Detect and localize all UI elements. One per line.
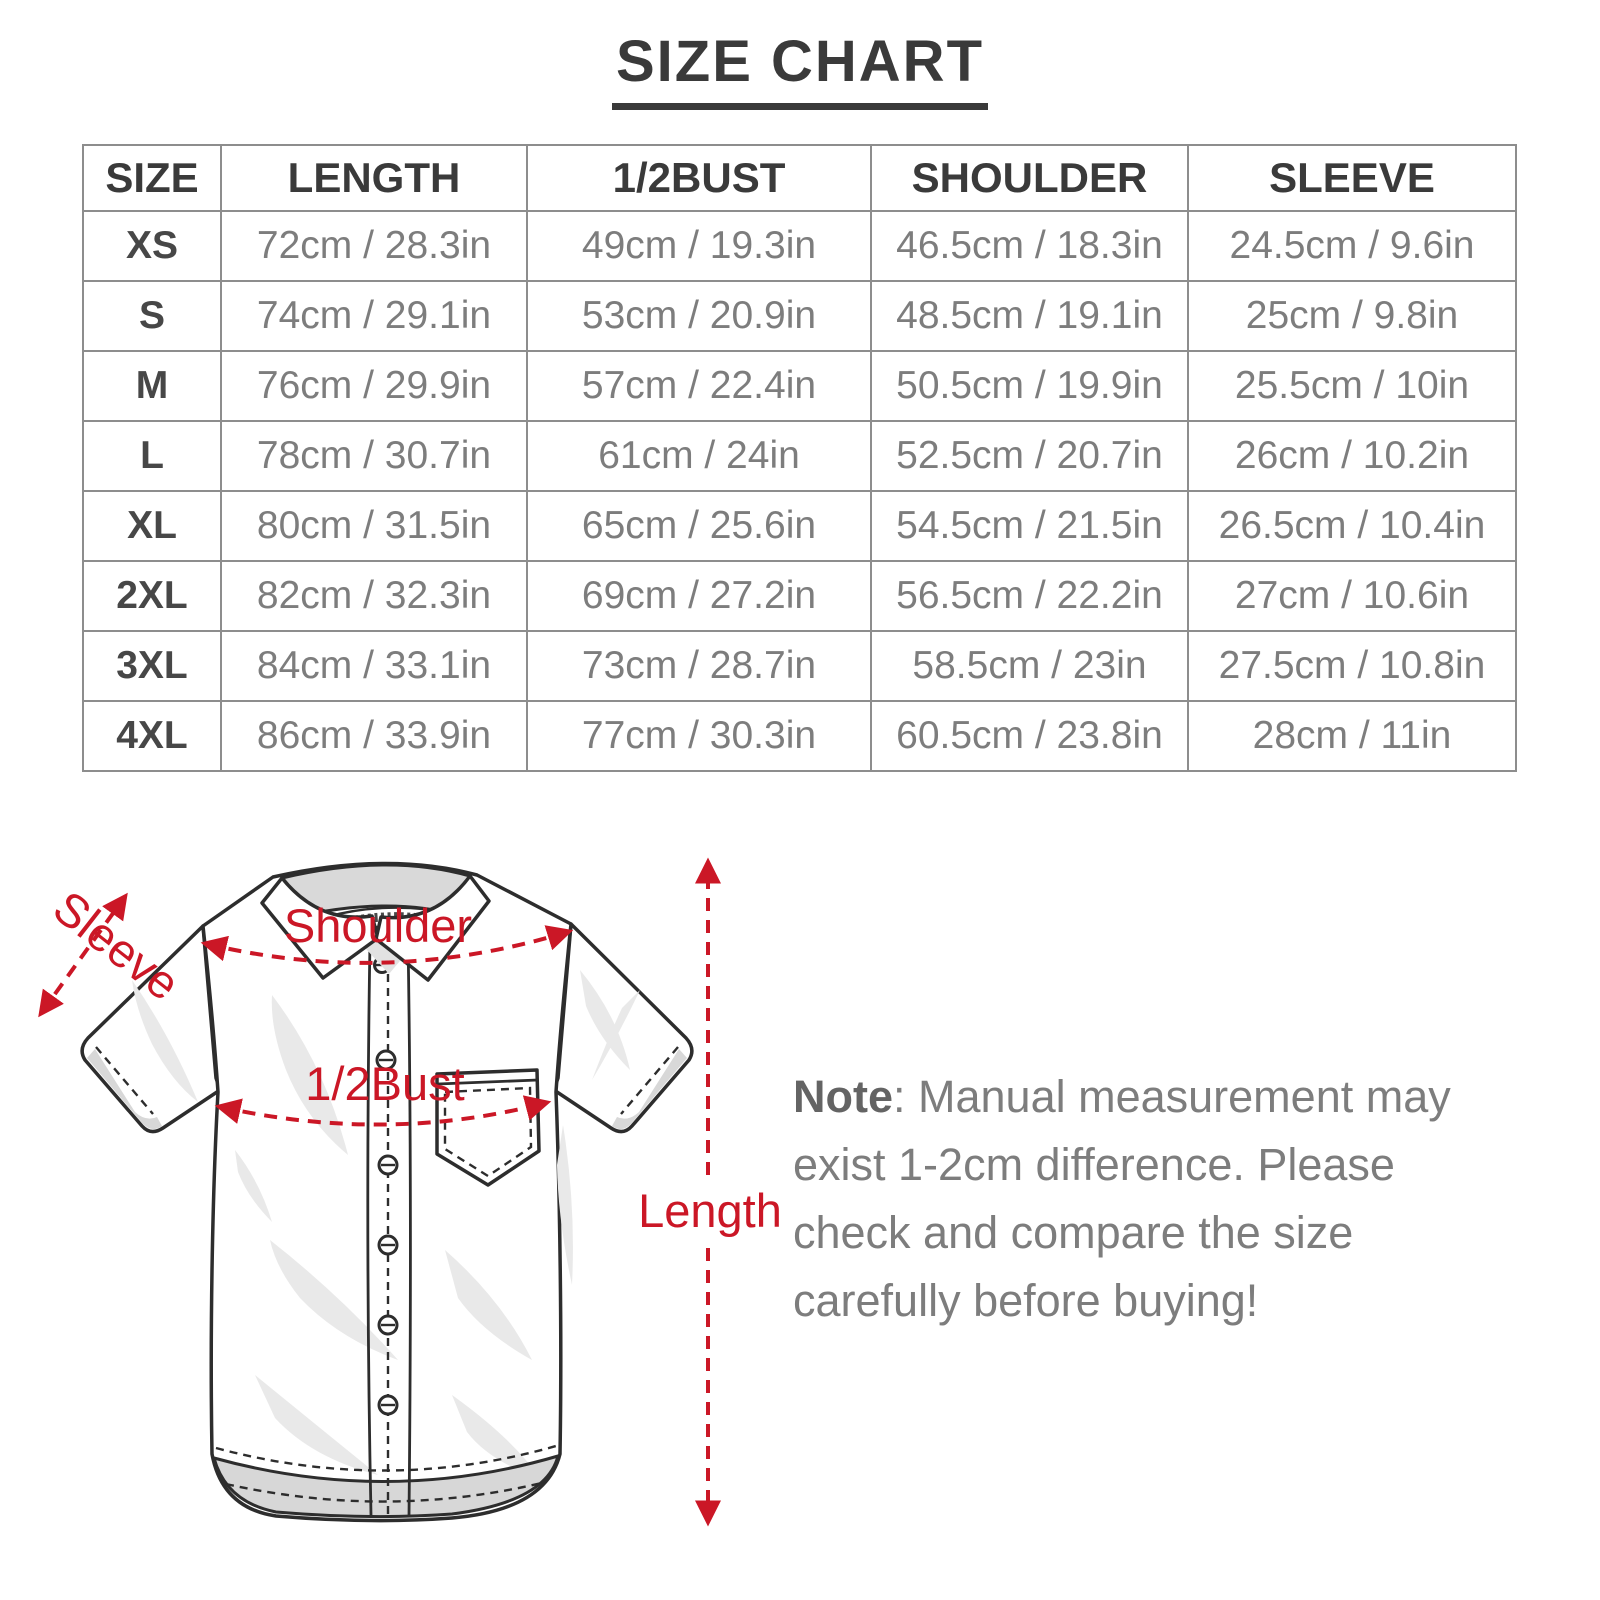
shirt-body bbox=[201, 861, 630, 1523]
header-length: LENGTH bbox=[220, 144, 528, 212]
table-row: XS 72cm / 28.3in 49cm / 19.3in 46.5cm / … bbox=[82, 210, 1517, 282]
header-shoulder: SHOULDER bbox=[870, 144, 1189, 212]
shirt-measurement-diagram: Sleeve Shoulder 1/2Bust Length bbox=[38, 857, 780, 1527]
cell: 25cm / 9.8in bbox=[1187, 280, 1517, 352]
cell: 53cm / 20.9in bbox=[526, 280, 872, 352]
cell: 50.5cm / 19.9in bbox=[870, 350, 1189, 422]
shoulder-measure-arrow bbox=[200, 925, 574, 965]
cell: 86cm / 33.9in bbox=[220, 700, 528, 772]
cell: 77cm / 30.3in bbox=[526, 700, 872, 772]
size-cell: 2XL bbox=[82, 560, 222, 632]
length-measure-label: Length bbox=[638, 1184, 780, 1237]
cell: 74cm / 29.1in bbox=[220, 280, 528, 352]
left-sleeve bbox=[80, 924, 222, 1134]
size-table-body: XS 72cm / 28.3in 49cm / 19.3in 46.5cm / … bbox=[82, 210, 1517, 772]
note-text: Note: Manual measurement may exist 1-2cm… bbox=[793, 1063, 1493, 1335]
table-row: XL 80cm / 31.5in 65cm / 25.6in 54.5cm / … bbox=[82, 490, 1517, 562]
table-row: M 76cm / 29.9in 57cm / 22.4in 50.5cm / 1… bbox=[82, 350, 1517, 422]
cell: 46.5cm / 18.3in bbox=[870, 210, 1189, 282]
cell: 76cm / 29.9in bbox=[220, 350, 528, 422]
bust-measure: 1/2Bust bbox=[214, 1057, 552, 1127]
size-cell: 4XL bbox=[82, 700, 222, 772]
cell: 58.5cm / 23in bbox=[870, 630, 1189, 702]
header-size: SIZE bbox=[82, 144, 222, 212]
sleeve-measure: Sleeve bbox=[38, 880, 190, 1018]
size-table: SIZE LENGTH 1/2BUST SHOULDER SLEEVE XS 7… bbox=[82, 144, 1517, 772]
note-prefix: Note bbox=[793, 1071, 893, 1122]
cell: 26cm / 10.2in bbox=[1187, 420, 1517, 492]
shoulder-measure: Shoulder bbox=[200, 899, 574, 965]
size-cell: L bbox=[82, 420, 222, 492]
table-row: 4XL 86cm / 33.9in 77cm / 30.3in 60.5cm /… bbox=[82, 700, 1517, 772]
shoulder-measure-label: Shoulder bbox=[284, 899, 472, 952]
page-title: SIZE CHART bbox=[612, 31, 988, 110]
cell: 61cm / 24in bbox=[526, 420, 872, 492]
cell: 84cm / 33.1in bbox=[220, 630, 528, 702]
cell: 27.5cm / 10.8in bbox=[1187, 630, 1517, 702]
length-measure: Length bbox=[638, 857, 780, 1527]
note-line: check and compare the size bbox=[793, 1207, 1354, 1258]
cell: 78cm / 30.7in bbox=[220, 420, 528, 492]
table-row: L 78cm / 30.7in 61cm / 24in 52.5cm / 20.… bbox=[82, 420, 1517, 492]
wrinkle-shading bbox=[235, 970, 630, 1478]
size-table-header: SIZE LENGTH 1/2BUST SHOULDER SLEEVE bbox=[82, 144, 1517, 212]
size-cell: XL bbox=[82, 490, 222, 562]
right-sleeve bbox=[552, 922, 694, 1134]
cell: 56.5cm / 22.2in bbox=[870, 560, 1189, 632]
cell: 48.5cm / 19.1in bbox=[870, 280, 1189, 352]
note-line: Note: Manual measurement may bbox=[793, 1071, 1451, 1122]
header-row: SIZE LENGTH 1/2BUST SHOULDER SLEEVE bbox=[82, 144, 1517, 212]
cell: 24.5cm / 9.6in bbox=[1187, 210, 1517, 282]
table-row: 3XL 84cm / 33.1in 73cm / 28.7in 58.5cm /… bbox=[82, 630, 1517, 702]
note-line: exist 1-2cm difference. Please bbox=[793, 1139, 1395, 1190]
cell: 65cm / 25.6in bbox=[526, 490, 872, 562]
size-cell: XS bbox=[82, 210, 222, 282]
cell: 73cm / 28.7in bbox=[526, 630, 872, 702]
cell: 49cm / 19.3in bbox=[526, 210, 872, 282]
header-bust: 1/2BUST bbox=[526, 144, 872, 212]
cell: 52.5cm / 20.7in bbox=[870, 420, 1189, 492]
cell: 57cm / 22.4in bbox=[526, 350, 872, 422]
bust-measure-label: 1/2Bust bbox=[305, 1057, 464, 1110]
note-line: carefully before buying! bbox=[793, 1275, 1259, 1326]
cell: 25.5cm / 10in bbox=[1187, 350, 1517, 422]
cell: 60.5cm / 23.8in bbox=[870, 700, 1189, 772]
cell: 69cm / 27.2in bbox=[526, 560, 872, 632]
cell: 82cm / 32.3in bbox=[220, 560, 528, 632]
sleeve-measure-arrow bbox=[38, 892, 128, 1018]
table-row: 2XL 82cm / 32.3in 69cm / 27.2in 56.5cm /… bbox=[82, 560, 1517, 632]
cell: 26.5cm / 10.4in bbox=[1187, 490, 1517, 562]
cell: 28cm / 11in bbox=[1187, 700, 1517, 772]
cell: 27cm / 10.6in bbox=[1187, 560, 1517, 632]
bust-measure-arrow bbox=[214, 1095, 552, 1127]
title-wrap: SIZE CHART bbox=[0, 31, 1600, 110]
size-cell: M bbox=[82, 350, 222, 422]
header-sleeve: SLEEVE bbox=[1187, 144, 1517, 212]
cell: 72cm / 28.3in bbox=[220, 210, 528, 282]
cell: 80cm / 31.5in bbox=[220, 490, 528, 562]
size-cell: S bbox=[82, 280, 222, 352]
sleeve-measure-label: Sleeve bbox=[44, 880, 190, 1010]
size-cell: 3XL bbox=[82, 630, 222, 702]
cell: 54.5cm / 21.5in bbox=[870, 490, 1189, 562]
table-row: S 74cm / 29.1in 53cm / 20.9in 48.5cm / 1… bbox=[82, 280, 1517, 352]
